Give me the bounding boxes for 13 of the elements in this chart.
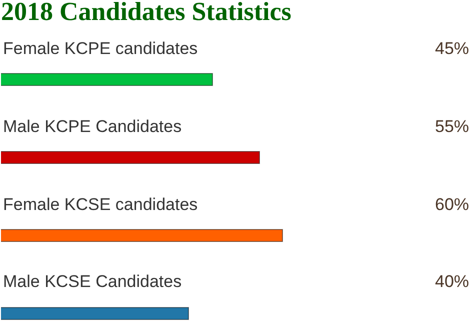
y-tick-label: Female KCSE candidates	[3, 195, 198, 214]
data-label: 55%	[435, 117, 470, 136]
bar	[1, 73, 213, 86]
data-label: 40%	[435, 272, 470, 291]
y-tick-label: Male KCSE Candidates	[3, 272, 182, 291]
bar	[1, 307, 189, 320]
data-label: 45%	[435, 39, 470, 58]
bar	[1, 229, 283, 242]
bar	[1, 151, 260, 164]
y-tick-label: Male KCPE Candidates	[3, 117, 182, 136]
data-label: 60%	[435, 195, 470, 214]
y-tick-label: Female KCPE candidates	[3, 39, 198, 58]
chart-title: 2018 Candidates Statistics	[1, 0, 292, 26]
